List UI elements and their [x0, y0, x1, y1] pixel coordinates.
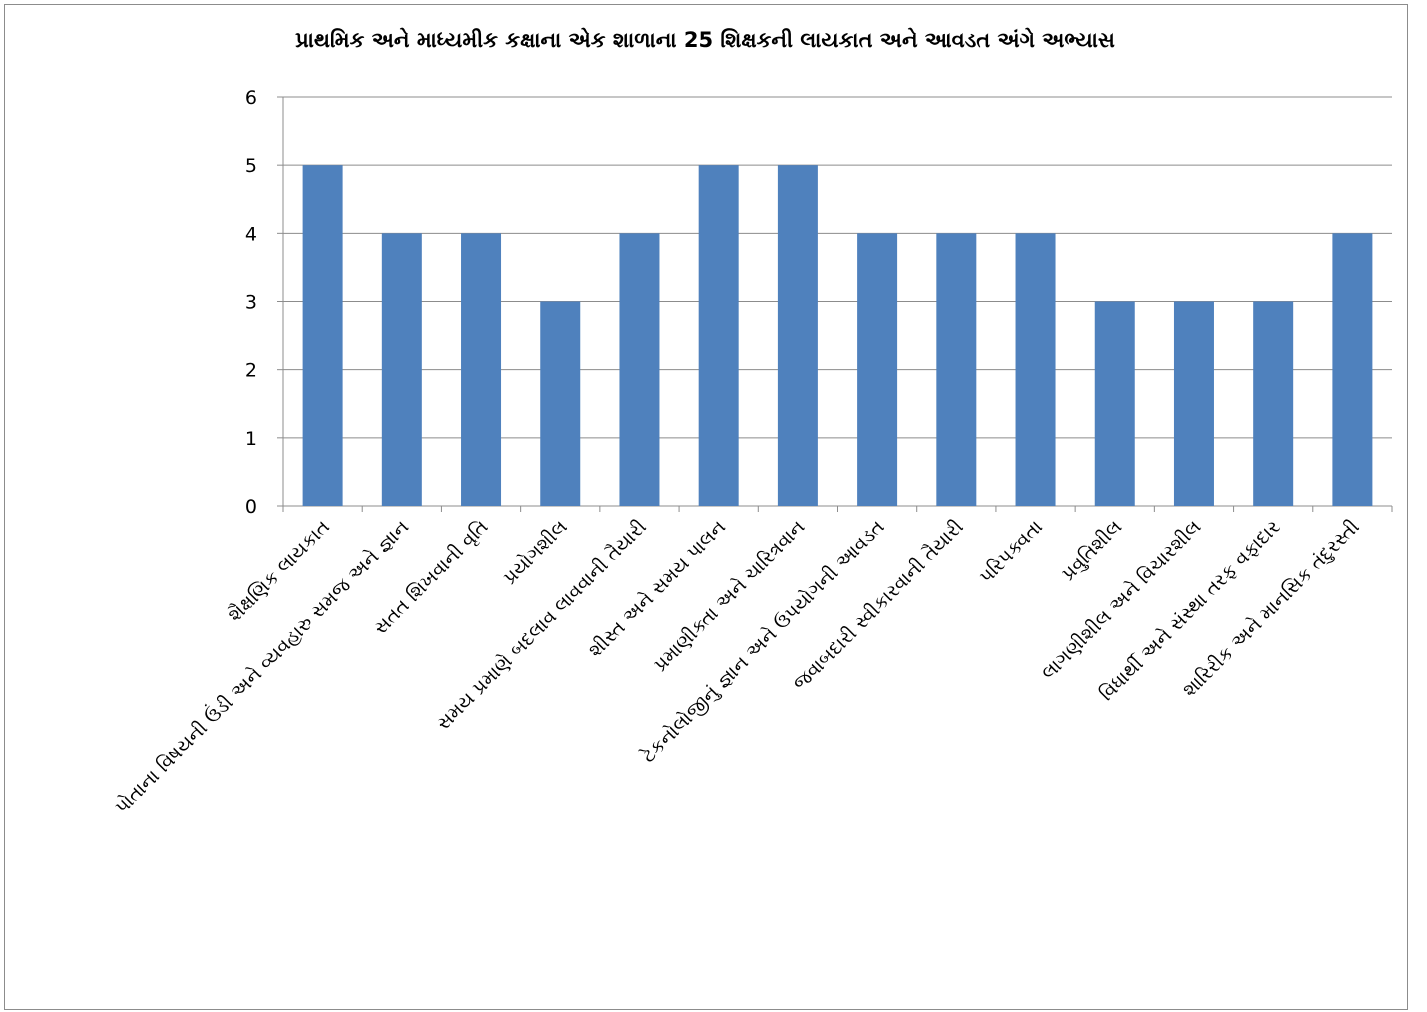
- bar: [936, 233, 977, 507]
- chart-title: પ્રાથમિક અને માધ્યમીક કક્ષાના એક શાળાના …: [295, 28, 1115, 52]
- bar: [619, 233, 660, 507]
- x-tick-label: પ્રયોગશીલ: [499, 516, 572, 589]
- y-tick-label: 5: [245, 155, 257, 177]
- y-tick-label: 1: [245, 428, 257, 450]
- x-tick-label: પ્રવુતિશીલ: [1057, 516, 1126, 585]
- x-tick-label: લાગણીશીલ અને વિચારશીલ: [1037, 516, 1205, 684]
- y-tick-label: 3: [245, 292, 257, 314]
- bar: [302, 165, 343, 506]
- x-tick-label: પરિપક્વતા: [975, 516, 1047, 588]
- bar: [1015, 233, 1056, 507]
- bar: [540, 301, 581, 506]
- bar: [461, 233, 502, 507]
- x-tick-label: જવાબદારી સ્વીકારવાની તૈયારી: [789, 516, 968, 695]
- bar: [1332, 233, 1373, 507]
- x-tick-label: પોતાના વિષયની ઉંડી અને વ્યવહારુ સમજ અને …: [109, 514, 414, 819]
- bar: [1094, 301, 1135, 506]
- x-tick-label: શીસ્ત અને સમય પાલન: [584, 516, 730, 662]
- bar: [1173, 301, 1214, 506]
- y-tick-label: 6: [245, 87, 257, 109]
- y-tick-label: 0: [245, 496, 257, 518]
- bar: [698, 165, 739, 506]
- bar: [857, 233, 898, 507]
- y-tick-label: 2: [245, 360, 257, 382]
- bar: [1253, 301, 1294, 506]
- x-tick-label: પ્રમાણીક્તા અને ચારિત્રવાન: [649, 516, 809, 676]
- bar: [777, 165, 818, 506]
- y-tick-label: 4: [245, 223, 257, 245]
- bar: [381, 233, 422, 507]
